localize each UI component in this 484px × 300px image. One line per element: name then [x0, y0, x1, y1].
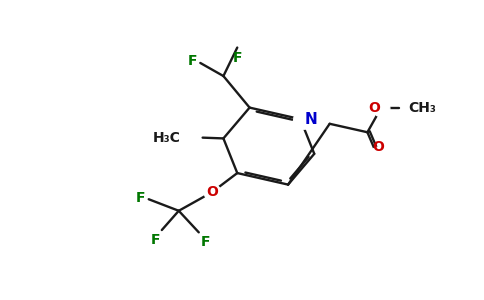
Text: H₃C: H₃C — [153, 130, 181, 145]
Text: O: O — [372, 140, 384, 154]
Text: F: F — [136, 191, 145, 206]
Text: CH₃: CH₃ — [408, 100, 436, 115]
Text: F: F — [151, 233, 160, 247]
Text: F: F — [188, 54, 197, 68]
Text: O: O — [368, 100, 380, 115]
Text: F: F — [201, 236, 211, 249]
Text: O: O — [206, 185, 218, 199]
Text: N: N — [304, 112, 317, 127]
Text: F: F — [232, 51, 242, 64]
